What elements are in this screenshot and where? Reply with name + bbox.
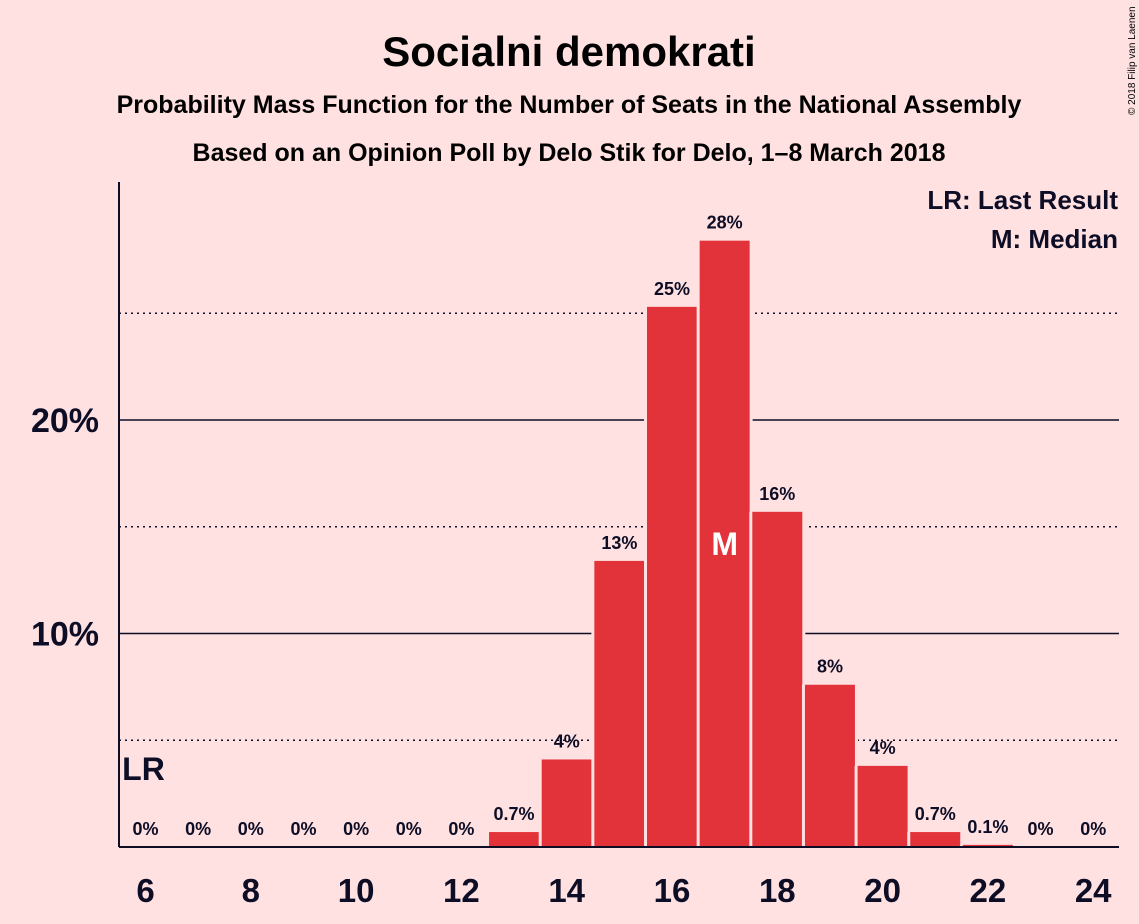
x-tick-label: 22 bbox=[970, 872, 1007, 909]
legend: LR: Last Result M: Median bbox=[927, 185, 1118, 254]
bar bbox=[647, 306, 697, 848]
bar-value-label: 4% bbox=[554, 731, 580, 751]
bar-value-label: 28% bbox=[707, 213, 743, 233]
bar bbox=[541, 759, 592, 847]
bar-value-label: 0% bbox=[1080, 819, 1106, 839]
bar bbox=[857, 765, 908, 847]
bar-value-label: 13% bbox=[601, 533, 637, 553]
chart-subtitle-1: Probability Mass Function for the Number… bbox=[117, 91, 1022, 119]
x-tick-label: 8 bbox=[242, 872, 260, 909]
y-axis-ticks: 10% 20% bbox=[31, 402, 99, 654]
bar bbox=[910, 832, 961, 847]
last-result-marker: LR bbox=[122, 751, 165, 787]
bar-value-label: 0% bbox=[290, 819, 316, 839]
bars bbox=[486, 240, 1016, 848]
x-tick-label: 6 bbox=[136, 872, 154, 909]
bar-value-label: 0% bbox=[238, 819, 264, 839]
axes bbox=[118, 182, 1119, 848]
x-axis-ticks: 6 8 10 12 14 16 18 20 22 24 bbox=[136, 872, 1112, 909]
bar-value-label: 0% bbox=[132, 819, 158, 839]
bar bbox=[804, 684, 855, 847]
x-tick-label: 20 bbox=[864, 872, 901, 909]
bar-value-label: 0.7% bbox=[915, 804, 956, 824]
bar bbox=[489, 832, 540, 847]
bar-value-label: 0% bbox=[185, 819, 211, 839]
legend-entry: M: Median bbox=[991, 224, 1118, 254]
x-tick-label: 12 bbox=[443, 872, 480, 909]
y-tick-label: 10% bbox=[31, 616, 99, 654]
bar-value-label: 4% bbox=[870, 738, 896, 758]
bar bbox=[752, 511, 803, 847]
bar-value-label: 8% bbox=[817, 657, 843, 677]
bar-value-label: 0.7% bbox=[494, 804, 535, 824]
chart-title: Socialni demokrati bbox=[382, 28, 755, 75]
bar-value-labels: 0% 0% 0% 0% 0% 0% 0% 0.7% 4% 13% 25% 28% 16% 8% 4% 0.7%… bbox=[132, 213, 1106, 839]
bar-value-label: 16% bbox=[759, 484, 795, 504]
x-tick-label: 14 bbox=[548, 872, 585, 909]
bar-value-label: 0% bbox=[396, 819, 422, 839]
x-tick-label: 18 bbox=[759, 872, 796, 909]
legend-entry: LR: Last Result bbox=[927, 185, 1118, 215]
bar-value-label: 0% bbox=[1028, 819, 1054, 839]
x-tick-label: 24 bbox=[1075, 872, 1112, 909]
chart-subtitle-2: Based on an Opinion Poll by Delo Stik fo… bbox=[193, 139, 946, 167]
x-tick-label: 16 bbox=[654, 872, 691, 909]
x-tick-label: 10 bbox=[338, 872, 375, 909]
markers: LR M bbox=[122, 526, 738, 787]
bar-value-label: 0% bbox=[343, 819, 369, 839]
bar-value-label: 0.1% bbox=[967, 817, 1008, 837]
bar-value-label: 25% bbox=[654, 279, 690, 299]
median-marker: M bbox=[711, 526, 738, 562]
bar bbox=[699, 240, 750, 847]
bar bbox=[594, 560, 645, 847]
copyright-note: © 2018 Filip van Laenen bbox=[1127, 6, 1138, 115]
y-tick-label: 20% bbox=[31, 402, 99, 440]
bar bbox=[962, 844, 1013, 847]
bar-value-label: 0% bbox=[448, 819, 474, 839]
